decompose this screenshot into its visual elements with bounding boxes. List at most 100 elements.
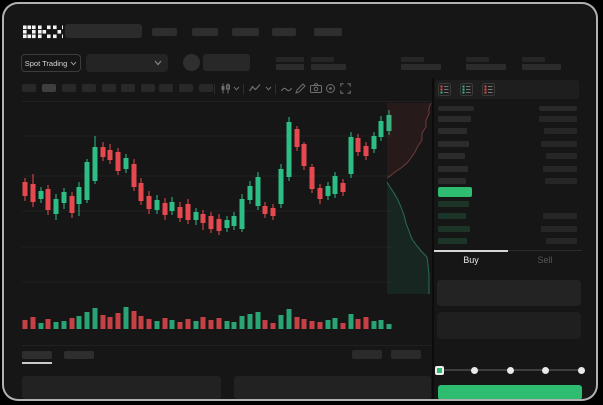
bid-amount-bar[interactable] [546,238,577,244]
slider-step-dot[interactable] [577,367,585,374]
tab-buy[interactable]: Buy [434,255,508,265]
chevron-down-icon [154,60,162,66]
active-tab-indicator [434,250,508,252]
order-form-tabs: Buy Sell [434,250,582,273]
timeframe-pill[interactable] [159,84,173,92]
bid-price-bar[interactable] [438,226,470,232]
stat-label [276,57,304,62]
bid-price-bar[interactable] [438,201,469,207]
bottom-panel [22,376,221,399]
tab-sell[interactable]: Sell [508,255,582,265]
indicators-button[interactable] [249,83,261,94]
timeframe-pill[interactable] [102,84,116,92]
bid-amount-bar[interactable] [541,226,577,232]
fullscreen-icon[interactable] [340,83,351,94]
ask-amount-bar[interactable] [543,166,577,172]
tab-sell-label: Sell [537,255,553,265]
panel-divider [432,78,434,399]
ask-amount-bar[interactable] [541,141,577,147]
toolbar-divider [243,84,244,94]
divider [22,345,432,346]
orderbook-col-header-price [438,106,474,111]
pencil-icon[interactable] [295,83,306,94]
bid-price-bar[interactable] [438,238,467,244]
ask-price-bar[interactable] [438,153,465,159]
order-amount-input[interactable] [437,312,581,339]
orderbook-col-header-amount [539,106,577,111]
coin-avatar[interactable] [183,54,200,71]
volume-chart[interactable] [22,305,392,332]
tab-buy-label: Buy [463,255,479,265]
settings-icon[interactable] [325,83,336,94]
bid-price-bar[interactable] [438,213,466,219]
chevron-down-icon[interactable] [233,86,240,91]
depth-chart-overlay [386,102,432,294]
bottom-tab[interactable] [22,351,52,359]
timeframe-pill[interactable] [199,84,213,92]
orderbook-view-asks-icon[interactable] [482,83,495,96]
ask-price-bar[interactable] [438,128,467,134]
ask-price-bar[interactable] [438,178,466,184]
slider-handle[interactable] [434,366,444,375]
stat-value [466,64,506,70]
wave-line-button[interactable] [281,86,292,93]
stat-label [522,57,545,62]
ask-amount-bar[interactable] [546,153,577,159]
camera-icon[interactable] [310,83,322,93]
timeframe-pill[interactable] [141,84,155,92]
active-tab-underline [22,362,52,364]
orderbook-view-combined-icon[interactable] [438,83,451,96]
okx-logo [23,25,63,39]
ask-amount-bar[interactable] [539,116,577,122]
timeframe-pill[interactable] [82,84,96,92]
nav-item[interactable] [152,28,177,36]
nav-item[interactable] [232,28,259,36]
orderbook-view-bids-icon[interactable] [460,83,473,96]
chevron-down-icon[interactable] [265,86,272,91]
timeframe-pill[interactable] [179,84,193,92]
ask-amount-bar[interactable] [545,178,577,184]
pair-selector-dropdown[interactable] [86,54,168,72]
stat-value [522,64,561,70]
candle-style-button[interactable] [220,83,231,94]
slider-step-dot[interactable] [506,367,514,374]
timeframe-pill[interactable] [42,84,56,92]
ask-price-bar[interactable] [438,166,468,172]
search-input[interactable] [65,24,142,38]
ask-price-bar[interactable] [438,116,471,122]
nav-item[interactable] [192,28,218,36]
candlestick-chart[interactable] [22,104,392,344]
order-price-input[interactable] [437,280,581,306]
divider [22,101,432,102]
app-window: Spot Trading [2,2,598,401]
nav-item[interactable] [272,28,296,36]
bottom-toolbar-button[interactable] [391,350,421,359]
market-type-dropdown[interactable]: Spot Trading [21,54,81,72]
bid-amount-bar[interactable] [543,213,577,219]
bottom-panel [234,376,431,399]
ask-amount-bar[interactable] [544,128,577,134]
stat-label [311,57,334,62]
stat-value [311,64,346,70]
stat-value [276,64,304,70]
slider-step-dot[interactable] [471,367,478,374]
orderbook-header [435,80,579,99]
stat-label [401,57,424,62]
last-price-indicator[interactable] [438,187,472,197]
stat-label [466,57,489,62]
ask-price-bar[interactable] [438,141,469,147]
slider-step-dot[interactable] [542,367,549,374]
bottom-tab[interactable] [64,351,94,359]
toolbar-divider [275,84,276,94]
account-button[interactable] [203,54,250,71]
stat-value [401,64,441,70]
bottom-toolbar-button[interactable] [352,350,382,359]
market-type-label: Spot Trading [24,58,68,68]
buy-submit-button[interactable] [438,385,582,399]
timeframe-pill[interactable] [121,84,135,92]
nav-item[interactable] [314,28,342,36]
timeframe-pill[interactable] [62,84,76,92]
chevron-down-icon [70,61,77,66]
timeframe-pill[interactable] [22,84,36,92]
